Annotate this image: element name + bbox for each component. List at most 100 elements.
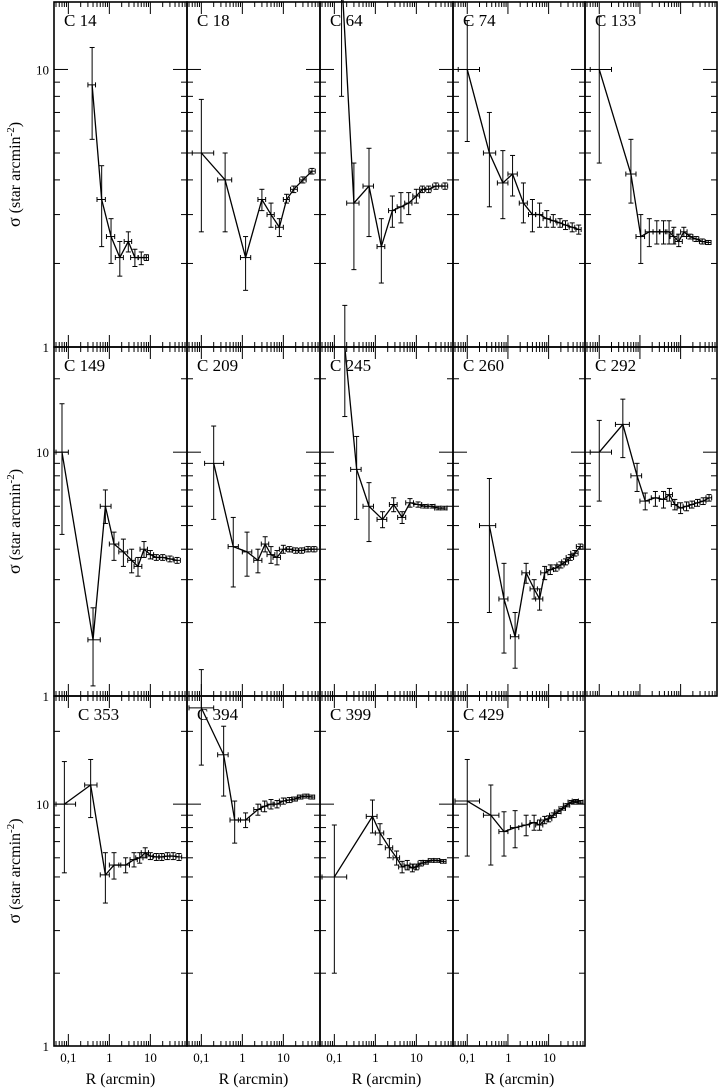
data-point xyxy=(699,497,707,506)
data-point xyxy=(133,556,143,577)
panel-frame xyxy=(186,346,321,697)
panel-title: C 292 xyxy=(595,356,636,375)
data-point xyxy=(388,497,398,513)
data-point xyxy=(576,799,584,805)
data-point xyxy=(120,857,130,874)
data-point xyxy=(123,231,133,253)
panel-frame xyxy=(584,346,718,697)
x-tick-label: 10 xyxy=(277,1050,290,1065)
data-point xyxy=(339,0,345,97)
data-point xyxy=(260,536,270,553)
data-point xyxy=(440,505,448,511)
data-point xyxy=(482,111,497,208)
panel-c-292: C 292 xyxy=(584,346,718,697)
y-label-sigma: σ xyxy=(4,217,24,227)
axis-ticks xyxy=(320,347,453,697)
data-point xyxy=(518,182,528,224)
data-point xyxy=(384,838,394,859)
data-point xyxy=(670,498,679,511)
data-point xyxy=(664,220,673,245)
axis-ticks xyxy=(453,2,585,348)
panel-frame xyxy=(186,1,321,348)
data-point xyxy=(55,761,77,874)
panel-title: C 260 xyxy=(463,356,504,375)
data-point xyxy=(253,803,262,816)
data-point xyxy=(427,503,436,509)
data-point xyxy=(275,218,284,238)
data-point xyxy=(266,546,276,564)
data-point xyxy=(412,188,421,204)
data-point xyxy=(217,725,229,797)
series-line xyxy=(488,525,581,637)
data-point xyxy=(432,182,440,190)
axis-ticks xyxy=(453,347,585,697)
axis-ticks xyxy=(320,696,453,1047)
panel-title: C 209 xyxy=(197,356,238,375)
data-point xyxy=(376,218,386,284)
panel-title: C 64 xyxy=(330,11,363,30)
data-point xyxy=(496,150,509,220)
data-point xyxy=(454,758,480,857)
y-label-text: (star arcmin xyxy=(7,483,24,564)
data-point xyxy=(568,222,576,233)
x-tick-label: 10 xyxy=(543,1050,556,1065)
data-point xyxy=(350,435,362,520)
panel-c-209: C 209 xyxy=(186,346,321,697)
series-line xyxy=(63,783,180,877)
panel-frame xyxy=(319,1,454,348)
data-point xyxy=(227,516,239,588)
data-point xyxy=(266,202,275,228)
data-point xyxy=(321,824,348,974)
data-point xyxy=(535,588,544,611)
y-label-close: ) xyxy=(7,122,24,127)
data-point xyxy=(396,192,405,224)
panel-c-260: C 260 xyxy=(452,346,586,697)
data-point xyxy=(114,240,124,277)
data-point xyxy=(535,202,544,228)
panel-c-429: C 429 xyxy=(452,695,586,1047)
data-point xyxy=(545,564,555,576)
x-axis-label: R (arcmin) xyxy=(86,1071,156,1088)
y-label-sigma: σ xyxy=(4,914,24,924)
data-point xyxy=(405,498,414,508)
axis-ticks xyxy=(187,347,320,697)
data-point xyxy=(296,794,304,800)
data-point xyxy=(217,152,233,233)
data-point xyxy=(239,236,252,291)
panel-frame xyxy=(53,1,188,348)
data-point xyxy=(374,823,385,846)
data-point xyxy=(630,462,643,492)
panel-frame xyxy=(186,695,321,1047)
data-point xyxy=(639,492,650,511)
axis-ticks xyxy=(54,696,187,1047)
y-tick-label: 10 xyxy=(36,62,49,77)
data-point xyxy=(87,607,101,687)
data-point xyxy=(302,793,310,799)
data-point xyxy=(404,192,413,216)
axis-ticks xyxy=(320,2,453,348)
series-line xyxy=(342,0,446,247)
y-label-exponent: -2 xyxy=(5,127,17,136)
data-point xyxy=(257,188,267,212)
axis-ticks xyxy=(585,2,717,348)
series-line xyxy=(200,707,313,821)
panel-c-74: C 74 xyxy=(452,1,586,348)
data-point xyxy=(521,814,531,837)
data-point xyxy=(99,489,112,524)
data-point xyxy=(299,176,307,184)
data-point xyxy=(118,538,129,567)
x-tick-label: 1 xyxy=(239,1050,246,1065)
data-point xyxy=(507,154,518,197)
data-point xyxy=(272,800,281,809)
data-point xyxy=(55,403,69,535)
y-label-exponent: -2 xyxy=(5,824,17,833)
data-point xyxy=(173,556,181,564)
data-point xyxy=(441,182,449,190)
data-point xyxy=(570,550,579,557)
y-tick-label: 1 xyxy=(43,340,50,355)
data-point xyxy=(625,138,637,204)
x-tick-label: 1 xyxy=(372,1050,379,1065)
series-line xyxy=(598,69,709,244)
data-point xyxy=(308,794,316,800)
data-point xyxy=(282,193,290,204)
